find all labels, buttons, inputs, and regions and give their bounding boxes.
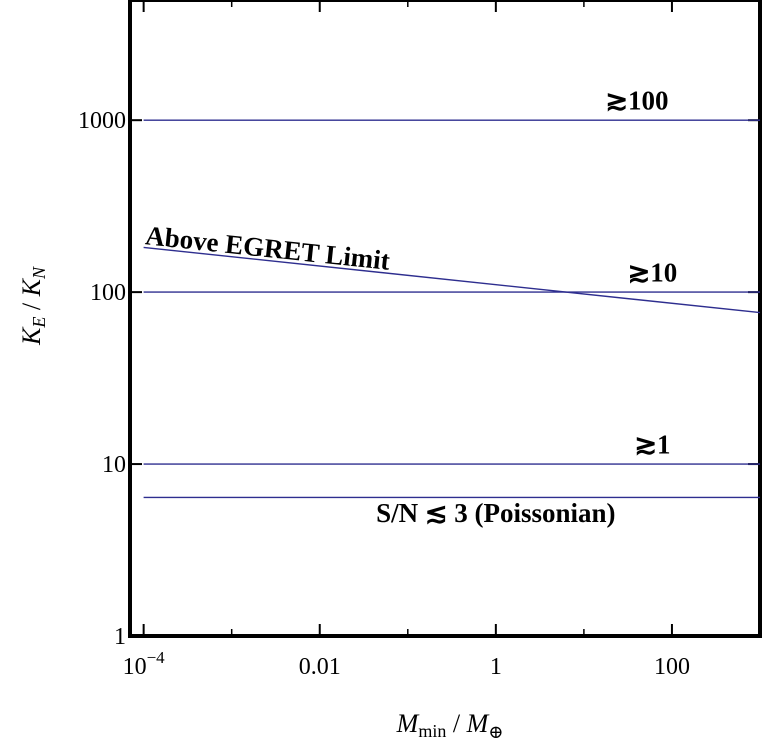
annotations: ≳100 ≳10 ≳1 S/N ≲ 3 (Poissonian) Above EGRET… [144,86,677,528]
tick-labels: 10−4 0.01 1 100 1 10 100 1000 [78,108,690,680]
x-tick-label: 10−4 [123,648,166,680]
annotation-label: S/N ≲ 3 (Poissonian) [376,498,615,528]
x-tick-label: 1 [490,654,502,680]
y-axis-label: KE / KN [17,266,49,346]
annotation-label: ≳1 [634,430,670,460]
x-tick-label: 0.01 [299,654,341,680]
y-tick-label: 10 [102,452,126,478]
annotation-label: Above EGRET Limit [144,220,391,276]
annotation-label: ≳10 [628,258,678,288]
annotation-label: ≳100 [605,86,668,116]
y-tick-label: 100 [90,280,126,306]
x-tick-label: 100 [654,654,690,680]
series-line-4 [143,246,761,314]
plot-frame [128,0,762,638]
x-axis-label: Mmin / M⊕ [396,709,504,742]
y-tick-label: 1000 [78,108,126,134]
y-tick-label: 1 [114,624,126,650]
data-series [143,119,761,499]
